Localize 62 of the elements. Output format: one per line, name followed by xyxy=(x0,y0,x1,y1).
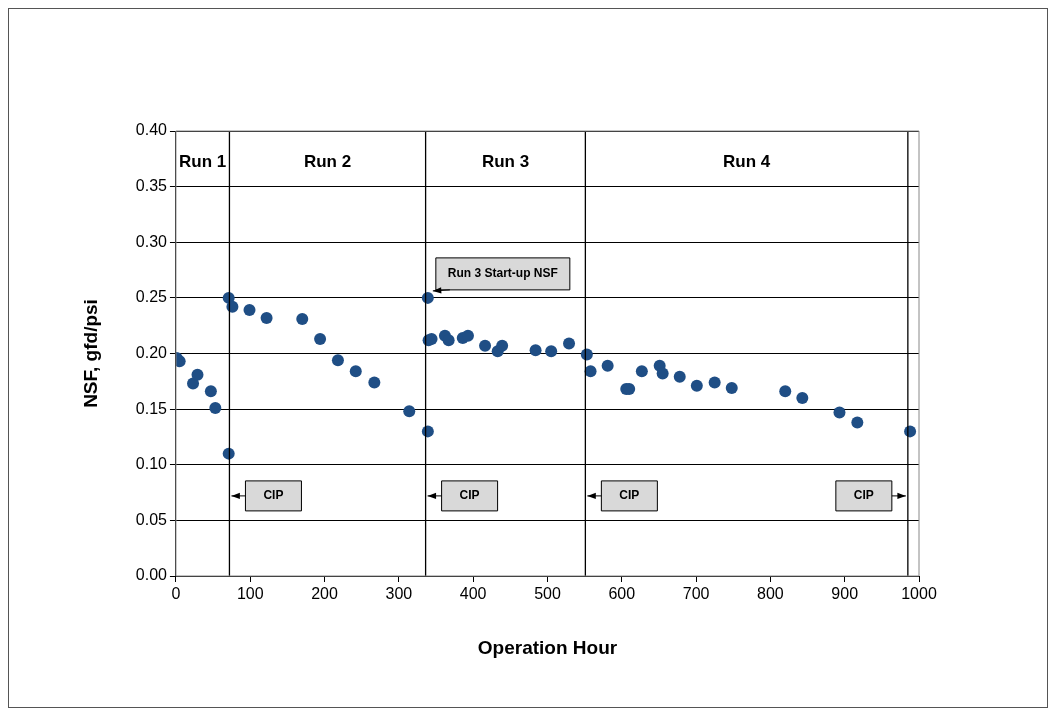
point xyxy=(529,344,542,357)
point xyxy=(191,368,204,381)
annotation: Run 1 xyxy=(179,151,227,171)
point xyxy=(584,365,597,378)
point xyxy=(601,359,614,372)
x-tick-label: 200 xyxy=(311,585,338,603)
point xyxy=(331,354,344,367)
point xyxy=(496,339,509,352)
point xyxy=(175,355,186,368)
y-axis-title: NSF, gfd/psi xyxy=(79,299,101,408)
ref-line-label: CIP xyxy=(619,488,640,503)
point xyxy=(833,406,846,419)
point xyxy=(796,392,809,404)
point xyxy=(851,416,864,429)
x-tick-label: 100 xyxy=(236,585,264,603)
annotation: Run 2 xyxy=(303,151,352,171)
annotation: Run 3 xyxy=(481,151,530,171)
point xyxy=(296,313,309,326)
point xyxy=(314,333,327,346)
point xyxy=(545,345,558,358)
y-tick-label: 0.20 xyxy=(135,343,168,361)
point xyxy=(708,376,721,389)
x-tick-label: 800 xyxy=(757,585,784,603)
point xyxy=(204,385,217,398)
point xyxy=(243,304,256,317)
x-tick-label: 700 xyxy=(682,585,710,603)
x-tick-label: 300 xyxy=(385,585,413,603)
point xyxy=(421,291,434,304)
point xyxy=(442,334,455,347)
point xyxy=(209,402,222,415)
x-tick-label: 500 xyxy=(534,585,561,603)
ref-line-label: CIP xyxy=(263,488,284,503)
y-tick-label: 0.35 xyxy=(135,177,168,195)
point xyxy=(563,337,576,350)
x-tick-label: 600 xyxy=(608,585,636,603)
point xyxy=(656,367,669,380)
x-tick-label: 0 xyxy=(171,585,181,603)
y-tick-label: 0.30 xyxy=(135,232,168,250)
point xyxy=(673,370,686,383)
y-tick-label: 0.25 xyxy=(135,288,168,306)
ref-line-label: CIP xyxy=(459,488,480,503)
y-tick-label: 0.15 xyxy=(135,399,168,417)
annotation: Run 3 Start-up NSF xyxy=(447,266,558,281)
point xyxy=(479,339,492,352)
annotation: Run 4 xyxy=(722,151,771,171)
point xyxy=(725,381,738,394)
y-tick-label: 0.05 xyxy=(135,510,168,528)
point xyxy=(368,376,381,389)
y-tick-label: 0.00 xyxy=(135,566,168,584)
x-axis-title: Operation Hour xyxy=(477,636,618,658)
y-tick-label: 0.40 xyxy=(135,121,168,139)
point xyxy=(635,365,648,378)
x-tick-label: 900 xyxy=(831,585,859,603)
x-tick-label: 1000 xyxy=(901,585,937,603)
point xyxy=(403,405,416,418)
point xyxy=(690,379,703,392)
ref-line-label: CIP xyxy=(853,488,874,503)
y-tick-label: 0.10 xyxy=(135,455,168,473)
point xyxy=(260,311,273,324)
x-tick-label: 400 xyxy=(459,585,487,603)
point xyxy=(779,385,792,398)
point xyxy=(349,365,362,378)
